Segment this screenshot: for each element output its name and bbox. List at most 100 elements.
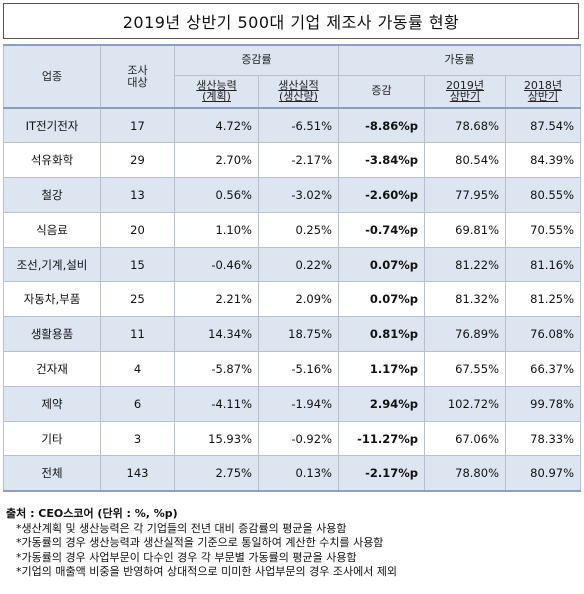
cell-output: 2.09% [258,281,339,318]
cell-2019: 81.22% [424,246,506,283]
cell-2018: 81.25% [504,281,582,318]
cell-count: 3 [100,420,175,457]
cell-capacity: 15.93% [174,420,259,457]
cell-2018: 76.08% [504,316,582,353]
footnote: *가동률의 경우 생산능력과 생산실적을 기준으로 통일하여 계산한 수치를 사… [16,536,384,549]
cell-industry: 전체 [3,455,101,492]
cell-2018: 84.39% [504,142,582,179]
cell-count: 29 [100,142,175,179]
cell-count: 25 [100,281,175,318]
footnotes: 출처 : CEO스코어 (단위 : %, %p) *생산계획 및 생산능력은 각… [6,507,576,580]
cell-capacity: -0.46% [174,246,259,283]
cell-2019: 67.55% [424,351,506,387]
cell-capacity: -4.11% [174,385,259,422]
table-row: 석유화학 29 2.70% -2.17% -3.84%p 80.54% 84.3… [3,142,582,179]
cell-output: -3.02% [258,177,339,213]
table-row-total: 전체 143 2.75% 0.13% -2.17%p 78.80% 80.97% [3,455,582,492]
table-row: 제약 6 -4.11% -1.94% 2.94%p 102.72% 99.78% [3,385,582,422]
cell-2018: 78.33% [504,420,582,457]
cell-2018: 80.55% [504,177,582,213]
cell-count: 17 [100,107,175,144]
cell-2018: 70.55% [504,211,582,248]
cell-output: 0.13% [258,455,339,492]
header-output: 생산실적 (생산량) [258,74,339,109]
cell-output: -0.92% [258,420,339,457]
cell-count: 4 [100,351,175,387]
cell-output: 0.22% [258,246,339,283]
cell-delta: -11.27%p [338,420,425,457]
cell-capacity: 2.75% [174,455,259,492]
table-row: 생활용품 11 14.34% 18.75% 0.81%p 76.89% 76.0… [3,316,582,353]
cell-2019: 77.95% [424,177,506,213]
table-row: 기타 3 15.93% -0.92% -11.27%p 67.06% 78.33… [3,420,582,457]
cell-2019: 69.81% [424,211,506,248]
header-count: 조사 대상 [100,44,175,109]
table-row: 자동차,부품 25 2.21% 2.09% 0.07%p 81.32% 81.2… [3,281,582,318]
header-capacity: 생산능력 (계획) [174,74,259,109]
cell-count: 20 [100,211,175,248]
header-2019: 2019년 상반기 [424,74,506,109]
cell-industry: 식음료 [3,211,101,248]
cell-industry: 생활용품 [3,316,101,353]
cell-capacity: -5.87% [174,351,259,387]
table-row: 철강 13 0.56% -3.02% -2.60%p 77.95% 80.55% [3,177,582,213]
cell-industry: 건자재 [3,351,101,387]
table-body: IT전기전자 17 4.72% -6.51% -8.86%p 78.68% 87… [3,107,582,492]
cell-capacity: 4.72% [174,107,259,144]
cell-output: -5.16% [258,351,339,387]
cell-delta: 0.07%p [338,246,425,283]
header-delta: 증감 [338,74,425,109]
cell-industry: 조선,기계,설비 [3,246,101,283]
footnote: *가동률의 경우 사업부문이 다수인 경우 각 부문별 가동률의 평균을 사용함 [16,550,357,564]
cell-count: 13 [100,177,175,213]
cell-2018: 81.16% [504,246,582,283]
cell-industry: IT전기전자 [3,107,101,144]
cell-count: 11 [100,316,175,353]
table-row: 조선,기계,설비 15 -0.46% 0.22% 0.07%p 81.22% 8… [3,246,582,283]
cell-delta: -2.60%p [338,177,425,213]
cell-delta: -3.84%p [338,142,425,179]
cell-delta: 0.81%p [338,316,425,353]
cell-capacity: 2.21% [174,281,259,318]
cell-delta: 0.07%p [338,281,425,318]
cell-2018: 99.78% [504,385,582,422]
cell-delta: 1.17%p [338,351,425,387]
cell-2019: 78.80% [424,455,506,492]
cell-2019: 102.72% [424,385,506,422]
header-2018: 2018년 상반기 [504,74,582,109]
header-industry: 업종 [3,44,101,109]
cell-output: 18.75% [258,316,339,353]
cell-count: 143 [100,455,175,492]
cell-2019: 80.54% [424,142,506,179]
cell-2019: 67.06% [424,420,506,457]
header-utilization-group: 가동률 [337,44,582,76]
table-row: 건자재 4 -5.87% -5.16% 1.17%p 67.55% 66.37% [3,351,582,387]
utilization-table: 업종 조사 대상 증감률 가동률 생산능력 (계획) 생산실적 (생산량) 증감… [3,44,582,492]
cell-delta: -8.86%p [338,107,425,144]
footnote: *생산계획 및 생산능력은 각 기업들의 전년 대비 증감률의 평균을 사용함 [16,521,347,535]
cell-output: -2.17% [258,142,339,179]
table-row: IT전기전자 17 4.72% -6.51% -8.86%p 78.68% 87… [3,107,582,144]
cell-2018: 87.54% [504,107,582,144]
cell-2019: 76.89% [424,316,506,353]
cell-industry: 기타 [3,420,101,457]
header-change-group: 증감률 [174,44,339,76]
cell-delta: -2.17%p [338,455,425,492]
cell-capacity: 0.56% [174,177,259,213]
cell-capacity: 1.10% [174,211,259,248]
cell-count: 15 [100,246,175,283]
footnote: *기업의 매출액 비중을 반영하여 상대적으로 미미한 사업부문의 경우 조사에… [16,565,398,578]
table-row: 식음료 20 1.10% 0.25% -0.74%p 69.81% 70.55% [3,211,582,248]
cell-capacity: 2.70% [174,142,259,179]
cell-industry: 철강 [3,177,101,213]
cell-delta: 2.94%p [338,385,425,422]
cell-output: -1.94% [258,385,339,422]
cell-industry: 자동차,부품 [3,281,101,318]
cell-capacity: 14.34% [174,316,259,353]
cell-output: 0.25% [258,211,339,248]
cell-count: 6 [100,385,175,422]
source-line: 출처 : CEO스코어 (단위 : %, %p) [6,507,178,520]
cell-industry: 석유화학 [3,142,101,179]
table-header: 업종 조사 대상 증감률 가동률 생산능력 (계획) 생산실적 (생산량) 증감… [3,44,582,109]
